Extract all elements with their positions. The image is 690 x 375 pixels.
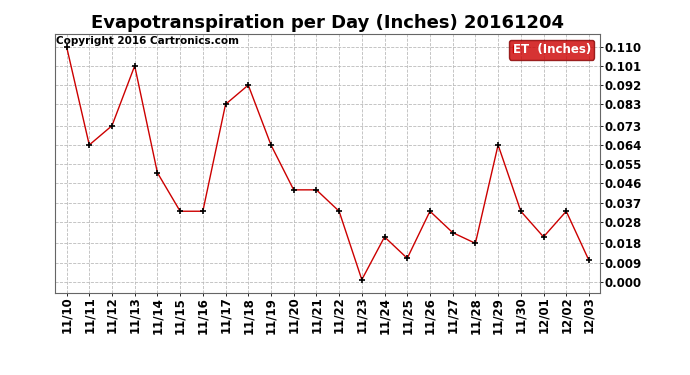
Legend: ET  (Inches): ET (Inches) xyxy=(509,40,594,60)
Text: Copyright 2016 Cartronics.com: Copyright 2016 Cartronics.com xyxy=(56,36,239,46)
Title: Evapotranspiration per Day (Inches) 20161204: Evapotranspiration per Day (Inches) 2016… xyxy=(91,14,564,32)
